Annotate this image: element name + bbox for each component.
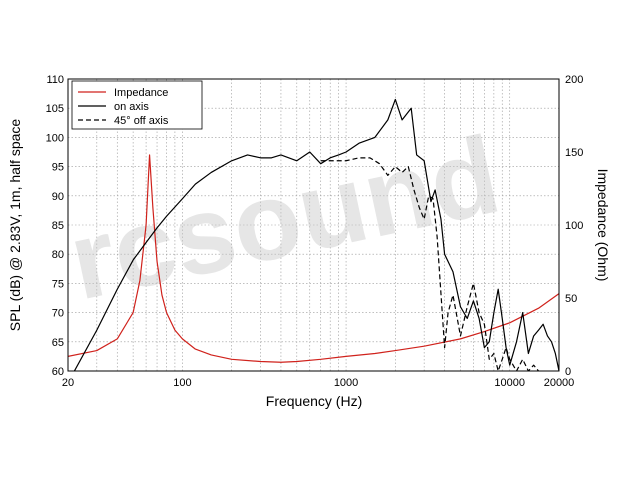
series-line-0 (68, 154, 559, 363)
y2-tick-label: 50 (565, 293, 577, 305)
x-tick-label: 1000 (334, 377, 358, 389)
y-tick-label: 90 (52, 191, 64, 203)
y-tick-labels: 60 65 70 75 80 85 90 95 100 105 110 (46, 74, 64, 378)
y-tick-label: 100 (46, 132, 64, 144)
y-tick-label: 105 (46, 103, 64, 115)
legend: Impedance on axis 45° off axis (71, 80, 203, 130)
watermark-logo: rcsound (59, 113, 509, 324)
y2-axis-label: Impedance (Ohm) (595, 169, 611, 282)
legend-label-impedance: Impedance (114, 87, 168, 99)
y-tick-label: 110 (46, 74, 64, 86)
y-tick-label: 95 (52, 162, 64, 174)
legend-label-off-axis: 45° off axis (114, 115, 169, 127)
y-tick-label: 75 (52, 278, 64, 290)
legend-label-on-axis: on axis (114, 101, 149, 113)
y-tick-label: 60 (52, 366, 64, 378)
x-tick-label: 20000 (544, 377, 575, 389)
series-line-2 (320, 157, 540, 371)
x-tick-label: 10000 (494, 377, 525, 389)
x-axis-label: Frequency (Hz) (266, 393, 362, 409)
y-axis-label: SPL (dB) @ 2.83V, 1m, half space (7, 119, 23, 332)
y2-tick-label: 100 (565, 220, 583, 232)
x-tick-labels: 20 100 1000 10000 20000 (62, 377, 574, 389)
y-tick-label: 80 (52, 249, 64, 261)
y-tick-label: 65 (52, 337, 64, 349)
plot-frame (67, 78, 560, 372)
watermark-text: rcsound (59, 113, 509, 324)
y-tick-label: 85 (52, 220, 64, 232)
y2-tick-label: 0 (565, 366, 571, 378)
x-tick-label: 100 (173, 377, 191, 389)
y-tick-label: 70 (52, 308, 64, 320)
x-tick-label: 20 (62, 377, 74, 389)
y2-tick-labels: 0 50 100 150 200 (565, 74, 583, 378)
y2-tick-label: 200 (565, 74, 583, 86)
series-line-1 (73, 98, 559, 371)
y2-tick-label: 150 (565, 147, 583, 159)
series-lines (68, 98, 559, 371)
legend-box (71, 80, 203, 130)
